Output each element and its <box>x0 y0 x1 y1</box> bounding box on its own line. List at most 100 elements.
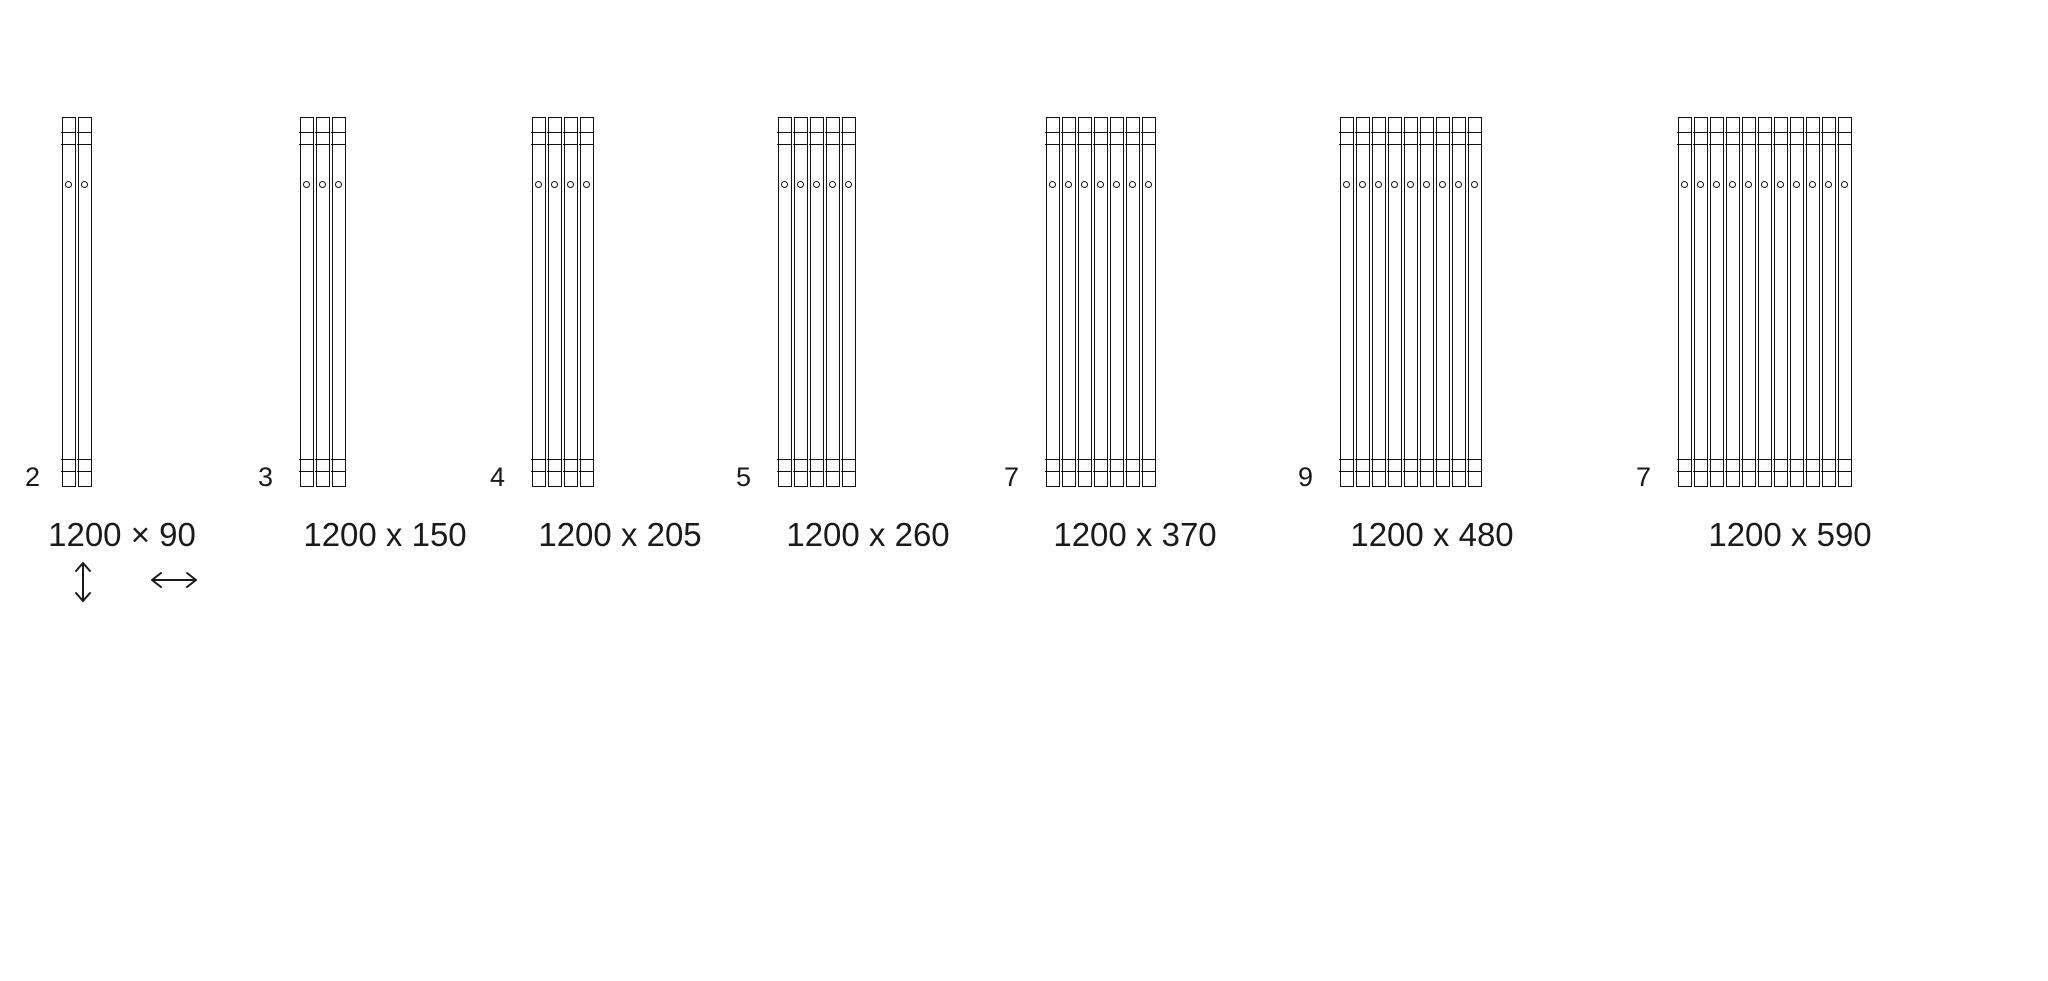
mounting-hole-icon <box>844 181 852 188</box>
bar-clip-bottom <box>1387 459 1402 472</box>
double-arrow-horizontal-icon <box>148 568 200 592</box>
radiator-bar <box>1109 117 1124 487</box>
bar-clip-bottom <box>1077 459 1092 472</box>
radiator-bar <box>77 117 92 487</box>
bar-clip-bottom <box>1093 459 1108 472</box>
bar-clip-top <box>1725 132 1740 145</box>
mounting-hole-icon <box>1096 181 1104 188</box>
bar-clip-bottom <box>299 459 314 472</box>
mounting-hole-icon <box>1792 181 1800 188</box>
bar-clip-bottom <box>1109 459 1124 472</box>
radiator-drawing <box>531 117 594 487</box>
bar-clip-top <box>1741 132 1756 145</box>
bar-clip-top <box>563 132 578 145</box>
bar-clip-top <box>825 132 840 145</box>
bar-clip-top <box>1109 132 1124 145</box>
mounting-hole-icon <box>1064 181 1072 188</box>
bar-clip-bottom <box>1339 459 1354 472</box>
bar-clip-top <box>1709 132 1724 145</box>
bar-clip-bottom <box>1693 459 1708 472</box>
bar-clip-bottom <box>1741 459 1756 472</box>
bar-clip-top <box>1789 132 1804 145</box>
mounting-hole-icon <box>1728 181 1736 188</box>
radiator-bar <box>1677 117 1692 487</box>
bar-count-label: 5 <box>735 462 751 492</box>
bar-clip-bottom <box>793 459 808 472</box>
size-label: 1200 x 370 <box>1053 516 1217 553</box>
mounting-hole-icon <box>582 181 590 188</box>
radiator-bar <box>547 117 562 487</box>
bar-clip-top <box>777 132 792 145</box>
bar-clip-top <box>315 132 330 145</box>
mounting-hole-icon <box>780 181 788 188</box>
radiator-bar <box>1077 117 1092 487</box>
radiator-bar <box>1045 117 1060 487</box>
bar-clip-top <box>531 132 546 145</box>
radiator-bar <box>1693 117 1708 487</box>
mounting-hole-icon <box>550 181 558 188</box>
mounting-hole-icon <box>1112 181 1120 188</box>
bar-clip-bottom <box>825 459 840 472</box>
size-label: 1200 x 150 <box>303 516 467 553</box>
bar-clip-bottom <box>1435 459 1450 472</box>
bar-clip-top <box>1387 132 1402 145</box>
bar-clip-top <box>1403 132 1418 145</box>
bar-clip-top <box>61 132 76 145</box>
mounting-hole-icon <box>828 181 836 188</box>
mounting-hole-icon <box>1824 181 1832 188</box>
bar-clip-top <box>1045 132 1060 145</box>
radiator-bar <box>1725 117 1740 487</box>
bar-count-label: 4 <box>489 462 505 492</box>
bar-clip-bottom <box>1821 459 1836 472</box>
bar-clip-top <box>1467 132 1482 145</box>
bar-clip-top <box>809 132 824 145</box>
mounting-hole-icon <box>1358 181 1366 188</box>
radiator-bar <box>563 117 578 487</box>
bar-clip-bottom <box>1725 459 1740 472</box>
mounting-hole-icon <box>812 181 820 188</box>
bar-clip-bottom <box>841 459 856 472</box>
bar-clip-bottom <box>331 459 346 472</box>
radiator-bar <box>1451 117 1466 487</box>
mounting-hole-icon <box>302 181 310 188</box>
double-arrow-vertical-icon <box>72 560 94 604</box>
size-label: 1200 × 90 <box>48 516 196 553</box>
radiator-bar <box>299 117 314 487</box>
mounting-hole-icon <box>1128 181 1136 188</box>
radiator-bar <box>1339 117 1354 487</box>
radiator-drawing <box>61 117 92 487</box>
bar-count-label: 9 <box>1297 462 1313 492</box>
bar-clip-bottom <box>1677 459 1692 472</box>
bar-clip-top <box>1093 132 1108 145</box>
bar-clip-top <box>579 132 594 145</box>
mounting-hole-icon <box>1470 181 1478 188</box>
mounting-hole-icon <box>1712 181 1720 188</box>
bar-clip-bottom <box>1125 459 1140 472</box>
radiator-bar <box>1141 117 1156 487</box>
bar-clip-top <box>77 132 92 145</box>
bar-count-label: 2 <box>24 462 40 492</box>
radiator-drawing <box>1045 117 1156 487</box>
bar-clip-top <box>1141 132 1156 145</box>
bar-clip-bottom <box>1045 459 1060 472</box>
dimension-legend <box>60 560 240 610</box>
bar-clip-top <box>1061 132 1076 145</box>
bar-clip-bottom <box>1837 459 1852 472</box>
bar-clip-bottom <box>1141 459 1156 472</box>
radiator-bar <box>777 117 792 487</box>
radiator-bar <box>315 117 330 487</box>
bar-clip-top <box>1125 132 1140 145</box>
bar-clip-top <box>1077 132 1092 145</box>
mounting-hole-icon <box>64 181 72 188</box>
mounting-hole-icon <box>1776 181 1784 188</box>
radiator-drawing <box>299 117 346 487</box>
radiator-bar <box>1403 117 1418 487</box>
bar-clip-bottom <box>1355 459 1370 472</box>
bar-clip-top <box>1435 132 1450 145</box>
bar-clip-top <box>1693 132 1708 145</box>
mounting-hole-icon <box>318 181 326 188</box>
bar-clip-top <box>1837 132 1852 145</box>
bar-clip-bottom <box>1789 459 1804 472</box>
size-label: 1200 x 260 <box>786 516 950 553</box>
